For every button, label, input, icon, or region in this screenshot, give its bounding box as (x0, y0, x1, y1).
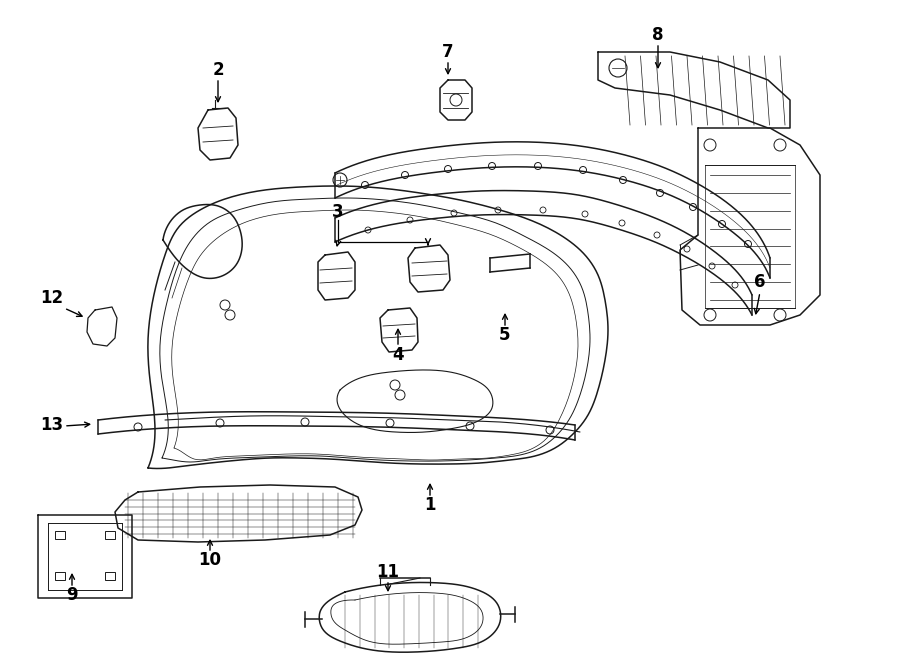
Text: 6: 6 (754, 273, 766, 291)
Text: 8: 8 (652, 26, 664, 44)
Text: 11: 11 (376, 563, 400, 581)
Text: 3: 3 (332, 203, 344, 221)
Text: 2: 2 (212, 61, 224, 79)
Text: 5: 5 (500, 326, 511, 344)
Text: 7: 7 (442, 43, 454, 61)
Text: 1: 1 (424, 496, 436, 514)
Text: 9: 9 (67, 586, 77, 604)
Text: 13: 13 (40, 416, 64, 434)
Text: 10: 10 (199, 551, 221, 569)
Text: 4: 4 (392, 346, 404, 364)
Text: 12: 12 (40, 289, 64, 307)
